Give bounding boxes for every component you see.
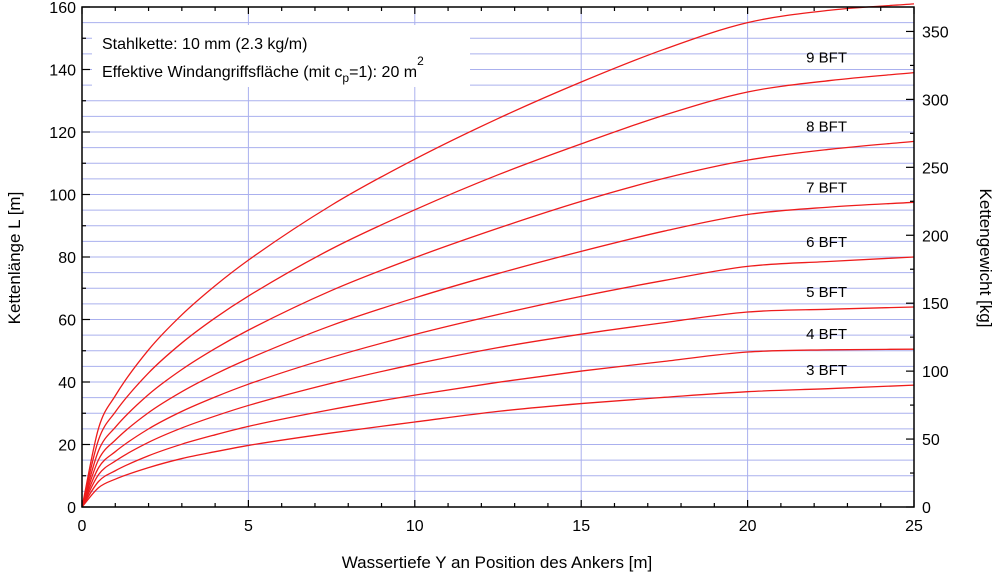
series-line-3-bft [81,384,915,508]
series-label-7-bft: 7 BFT [806,179,847,196]
series-line-8-bft [81,140,915,508]
x-tick-label: 25 [905,518,923,535]
series-label-9-bft: 9 BFT [806,50,847,67]
annotation-background [92,25,470,87]
series-label-4-bft: 4 BFT [806,326,847,343]
series-label-8-bft: 8 BFT [806,118,847,135]
x-tick-label: 20 [739,518,757,535]
y-tick-label: 20 [58,438,76,455]
y2-tick-label: 100 [922,364,949,381]
annotation-line-2-sub: p [342,71,349,85]
annotation-line-1: Stahlkette: 10 mm (2.3 kg/m) [102,36,307,53]
series-line-6-bft [81,256,915,508]
x-tick-label: 5 [244,518,253,535]
y2-tick-label: 200 [922,228,949,245]
annotation-line-2-prefix: Effektive Windangriffsfläche (mit c [102,64,342,81]
y-tick-label: 160 [49,0,76,17]
series-label-5-bft: 5 BFT [806,284,847,301]
y-tick-label: 100 [49,188,76,205]
y2-tick-label: 0 [922,500,931,517]
series-line-4-bft [81,348,915,508]
axis-ticks: 0 5 10 15 20 25020406080100120140160050100150… [49,0,949,535]
series-line-10-bft [81,3,915,508]
y2-tick-label: 50 [922,432,940,449]
y-tick-label: 80 [58,250,76,267]
x-axis-title: Wassertiefe Y an Position des Ankers [m] [342,553,653,572]
y-tick-label: 120 [49,125,76,142]
x-tick-label: 15 [572,518,590,535]
y-tick-label: 140 [49,63,76,80]
series-line-9-bft [81,71,915,508]
grid [82,7,914,507]
y2-tick-label: 300 [922,92,949,109]
y2-axis-title: Kettengewicht [kg] [976,189,995,328]
y2-tick-label: 150 [922,296,949,313]
annotation-line-2-sup: 2 [417,54,424,68]
series-label-6-bft: 6 BFT [806,234,847,251]
x-tick-label: 10 [406,518,424,535]
x-tick-label: 0 [78,518,87,535]
annotation-line-2-mid: =1): 20 m [349,64,417,81]
y-tick-label: 0 [67,500,76,517]
y-tick-label: 40 [58,375,76,392]
y-tick-label: 60 [58,313,76,330]
y-axis-title: Kettenlänge L [m] [5,192,24,325]
series-line-5-bft [81,306,915,508]
series-line-7-bft [81,201,915,508]
y2-tick-label: 350 [922,24,949,41]
y2-tick-label: 250 [922,160,949,177]
annotation-line-2: Effektive Windangriffsfläche (mit cp=1):… [102,54,424,85]
series-curves [81,3,915,508]
series-label-3-bft: 3 BFT [806,362,847,379]
